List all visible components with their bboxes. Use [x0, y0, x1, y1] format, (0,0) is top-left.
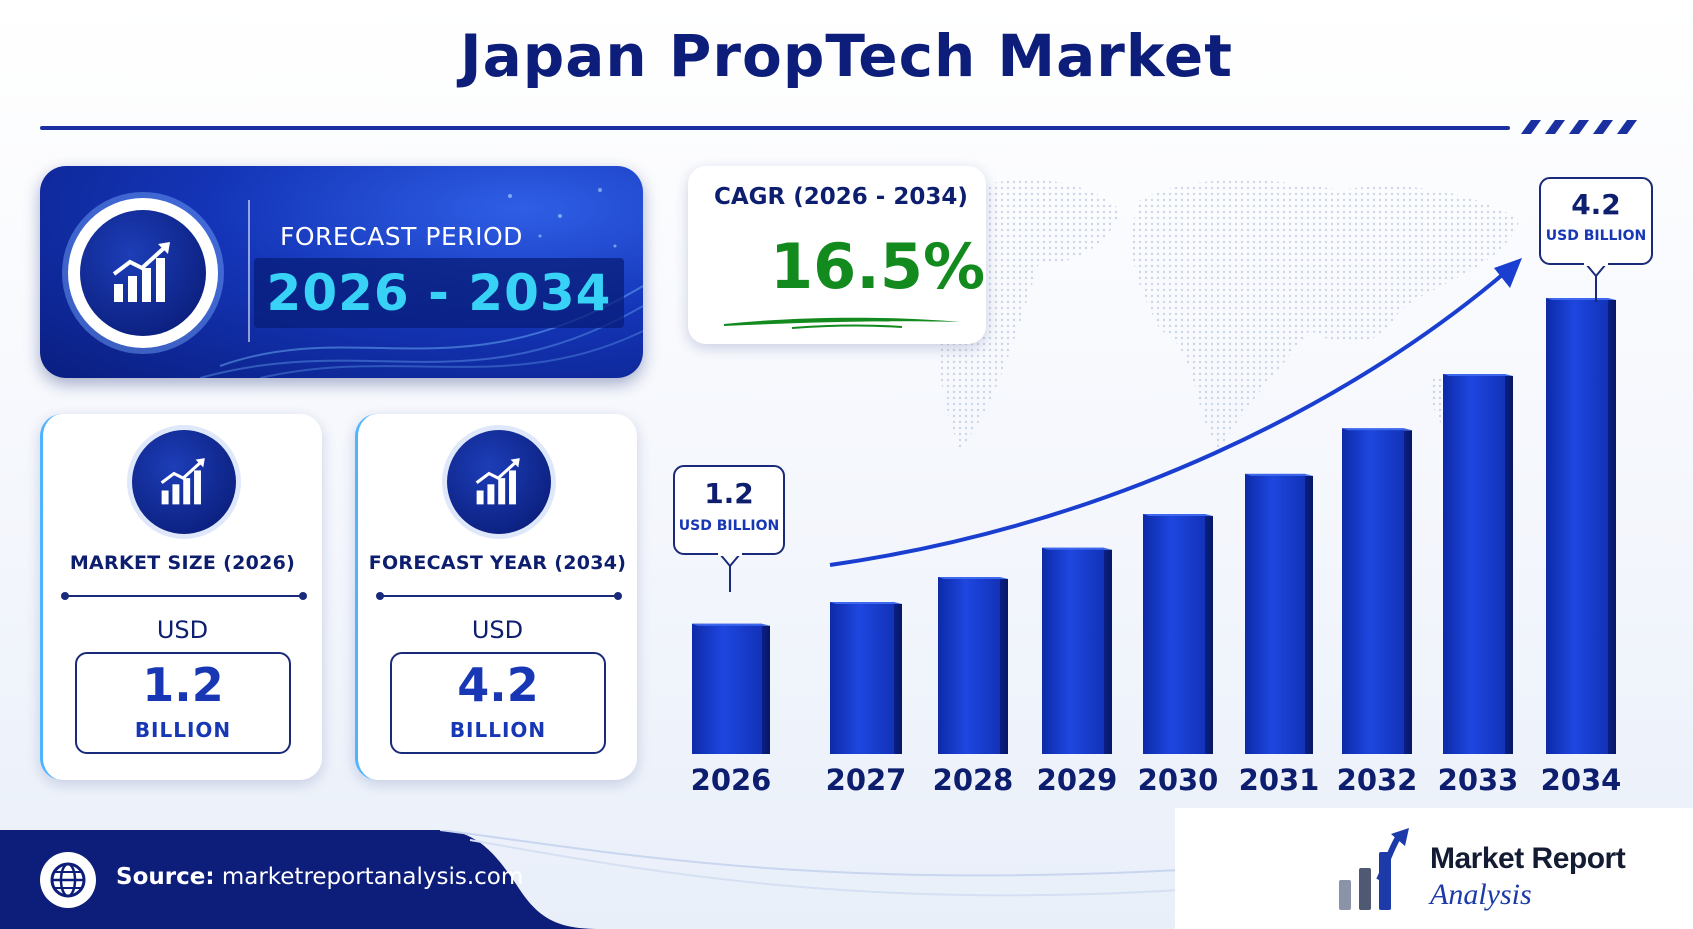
bar-2034 — [1546, 298, 1616, 754]
title-dash-decoration — [1521, 120, 1637, 134]
bar-side — [1305, 475, 1313, 754]
x-tick-label: 2033 — [1438, 763, 1519, 797]
forecast-period-value-box: 2026 - 2034 — [254, 258, 624, 328]
bar-side — [1505, 376, 1513, 754]
forecast-year-rule — [376, 592, 622, 600]
source-bar-background — [0, 830, 1180, 929]
bar-side — [1608, 300, 1616, 754]
forecast-divider — [248, 200, 250, 342]
bar-top — [1143, 514, 1213, 517]
bar-2033 — [1443, 374, 1513, 754]
bar-side — [762, 625, 770, 754]
bar-2032 — [1342, 428, 1412, 754]
x-tick-label: 2034 — [1541, 763, 1622, 797]
first-callout-value: 1.2 — [704, 477, 754, 510]
last-callout-unit: USD BILLION — [1546, 228, 1647, 244]
growth-chart-icon — [475, 458, 520, 505]
market-size-label: MARKET SIZE (2026) — [69, 552, 296, 574]
forecast-year-value-box: 4.2 BILLION — [390, 652, 606, 754]
bar-top — [830, 602, 902, 604]
bar-top — [1546, 298, 1616, 300]
bar-front — [1143, 514, 1205, 754]
trend-arrow-line — [829, 268, 1510, 567]
market-size-card: MARKET SIZE (2026) USD 1.2 BILLION — [40, 414, 322, 780]
bar-top — [1042, 547, 1112, 550]
forecast-period-card: FORECAST PERIOD 2026 - 2034 — [40, 166, 643, 378]
chart-bars — [692, 298, 1616, 754]
cagr-card: CAGR (2026 - 2034) 16.5% — [688, 166, 986, 344]
bar-2030 — [1143, 514, 1213, 754]
x-tick-label: 2031 — [1239, 763, 1320, 797]
bar-top — [1443, 374, 1513, 376]
bar-front — [1042, 547, 1104, 754]
bar-2029 — [1042, 547, 1112, 754]
bar-side — [1404, 430, 1412, 754]
bar-front — [938, 577, 1000, 754]
forecast-year-currency: USD — [471, 616, 524, 644]
chart-x-labels: 2026 2027 2028 2029 2030 2031 2032 2033 2034 — [691, 763, 1622, 797]
title-divider — [40, 126, 1510, 130]
page-title: Japan PropTech Market — [460, 22, 1233, 90]
forecast-year-card: FORECAST YEAR (2034) USD 4.2 BILLION — [355, 414, 637, 780]
market-size-rule — [61, 592, 307, 600]
bar-chart: 2026 2027 2028 2029 2030 2031 2032 2033 2034 1.2… — [673, 177, 1653, 797]
growth-chart-icon — [112, 242, 170, 302]
bar-side — [894, 604, 902, 754]
x-tick-label: 2028 — [933, 763, 1014, 797]
source-url[interactable]: marketreportanalysis.com — [221, 864, 524, 890]
bar-2026 — [692, 623, 770, 754]
world-map-decoration — [923, 179, 1520, 450]
forecast-period-label: FORECAST PERIOD — [280, 222, 523, 251]
market-size-currency: USD — [156, 616, 209, 644]
bar-side — [1205, 516, 1213, 754]
bar-front — [1443, 374, 1505, 754]
x-tick-label: 2032 — [1337, 763, 1418, 797]
first-callout-unit: USD BILLION — [679, 518, 780, 534]
cagr-underline-swoosh — [724, 317, 960, 329]
bar-2028 — [938, 577, 1008, 754]
market-size-unit: BILLION — [134, 718, 232, 742]
source-label: Source: — [116, 864, 215, 890]
logo-text-line2: Analysis — [1430, 878, 1532, 911]
trend-arrowhead — [1494, 258, 1522, 288]
forecast-year-unit: BILLION — [449, 718, 547, 742]
bar-front — [1546, 298, 1608, 754]
bar-side — [1000, 579, 1008, 754]
bar-front — [1342, 428, 1404, 754]
x-tick-label: 2029 — [1037, 763, 1118, 797]
market-report-logo-icon — [1339, 828, 1409, 910]
last-callout-value: 4.2 — [1571, 188, 1621, 221]
x-tick-label: 2030 — [1138, 763, 1219, 797]
bar-front — [1245, 473, 1305, 754]
first-value-callout: 1.2 USD BILLION — [673, 465, 785, 592]
logo-text-line1: Market Report — [1430, 842, 1626, 875]
source-text: Source: marketreportanalysis.com — [116, 864, 523, 890]
x-tick-label: 2026 — [691, 763, 772, 797]
last-value-callout: 4.2 USD BILLION — [1539, 177, 1653, 302]
x-tick-label: 2027 — [826, 763, 907, 797]
forecast-year-label: FORECAST YEAR (2034) — [368, 552, 627, 574]
cagr-label: CAGR (2026 - 2034) — [714, 184, 968, 210]
bar-side — [1104, 549, 1112, 754]
market-size-value-box: 1.2 BILLION — [75, 652, 291, 754]
bar-front — [830, 602, 894, 754]
cagr-value: 16.5% — [770, 230, 986, 303]
bar-top — [1245, 473, 1313, 476]
forecast-period-value: 2026 - 2034 — [266, 264, 612, 322]
market-size-value: 1.2 — [142, 658, 224, 712]
market-size-icon-circle — [132, 430, 236, 534]
bar-top — [938, 577, 1008, 580]
forecast-icon-ring — [68, 198, 218, 348]
bar-front — [692, 623, 762, 754]
bar-2031 — [1245, 473, 1313, 754]
globe-icon — [40, 852, 96, 908]
forecast-year-value: 4.2 — [457, 658, 539, 712]
growth-chart-icon — [160, 458, 205, 505]
bar-2027 — [830, 602, 902, 754]
bar-top — [1342, 428, 1412, 431]
forecast-year-icon-circle — [447, 430, 551, 534]
logo-panel — [1175, 808, 1693, 929]
bar-top — [692, 623, 770, 626]
